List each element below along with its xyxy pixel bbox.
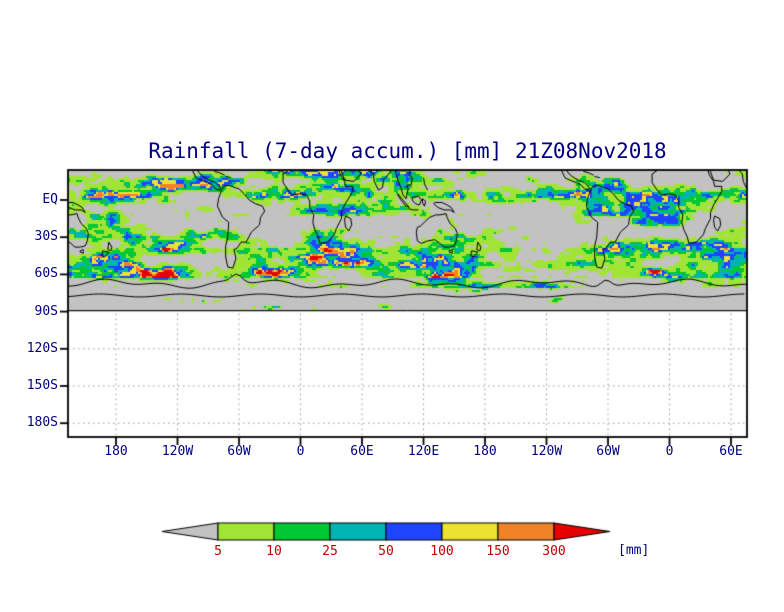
colorbar-level-100: 100 bbox=[430, 544, 454, 559]
x-tick-label-4: 60E bbox=[350, 444, 374, 459]
y-tick-label-30s: 30S bbox=[34, 229, 58, 245]
colorbar-level-150: 150 bbox=[486, 544, 510, 559]
x-tick-label-0: 180 bbox=[104, 444, 128, 459]
x-tick-label-8: 60W bbox=[596, 444, 620, 459]
colorbar-level-25: 25 bbox=[322, 544, 338, 559]
colorbar-level-50: 50 bbox=[378, 544, 394, 559]
colorbar-units-label: [mm] bbox=[618, 543, 650, 558]
x-tick-label-9: 0 bbox=[665, 444, 674, 459]
y-tick-label-90s: 90S bbox=[34, 303, 58, 319]
x-tick-label-6: 180 bbox=[473, 444, 497, 459]
colorbar-level-10: 10 bbox=[266, 544, 282, 559]
y-tick-label-eq: EQ bbox=[42, 192, 58, 207]
y-tick-label-180s: 180S bbox=[26, 415, 58, 431]
x-tick-label-7: 120W bbox=[530, 444, 563, 459]
x-tick-label-2: 60W bbox=[227, 444, 251, 459]
y-tick-label-60s: 60S bbox=[34, 266, 58, 282]
chart-title: Rainfall (7-day accum.) [mm] 21Z08Nov201… bbox=[148, 139, 667, 163]
x-tick-label-3: 0 bbox=[296, 444, 305, 459]
x-tick-label-5: 120E bbox=[407, 444, 440, 459]
y-tick-label-150s: 150S bbox=[26, 378, 58, 393]
colorbar-level-300: 300 bbox=[542, 544, 566, 559]
x-tick-label-1: 120W bbox=[161, 444, 194, 459]
y-tick-label-120s: 120S bbox=[26, 340, 58, 356]
colorbar-level-5: 5 bbox=[214, 544, 222, 559]
x-tick-label-10: 60E bbox=[719, 444, 743, 459]
